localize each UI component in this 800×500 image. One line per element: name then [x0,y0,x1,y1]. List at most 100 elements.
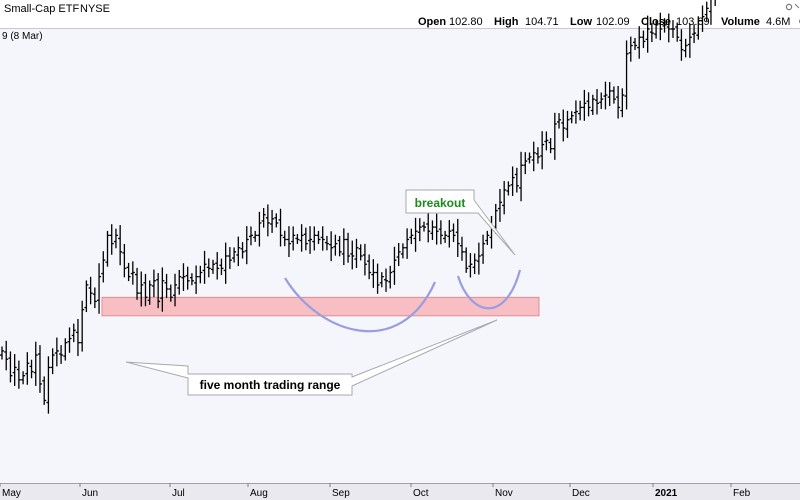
readout-label-volume: Volume [721,16,760,28]
ohlc-bar [557,113,562,129]
ohlc-bar [696,16,701,40]
ohlc-bar [92,287,97,309]
readout-value-volume: 4.6M [766,16,790,28]
ohlc-bar [211,259,215,274]
ohlc-bar [354,238,359,269]
ohlc-bar [590,94,595,115]
ohlc-bar [151,269,156,298]
ohlc-bar [37,345,42,393]
ohlc-bar [257,211,262,247]
ohlc-bar [459,236,464,261]
header-bar [0,0,800,28]
ohlc-bar [286,226,291,257]
ohlc-bar [510,166,515,196]
cup-arc-1 [284,277,437,333]
breakout-label: breakout [415,196,466,210]
price-bars [0,0,716,414]
ohlc-bar [16,360,21,389]
ohlc-bar [362,243,367,276]
ohlc-readout: Open102.80High104.71Low102.09Close103.69… [418,16,800,28]
ohlc-bar [633,37,637,50]
ohlc-bar [324,235,329,251]
ohlc-bar [358,244,363,261]
ohlc-bar [666,13,671,43]
ohlc-bar [341,228,346,266]
ohlc-bar [42,376,47,405]
ohlc-bar [122,243,127,278]
ohlc-bar [54,337,59,367]
gear-icon[interactable] [785,3,793,11]
ohlc-bar [485,230,490,245]
x-tick-label: Feb [733,488,751,499]
ohlc-bar [649,23,654,43]
ohlc-bar [409,228,414,245]
ohlc-bar [481,234,486,264]
ohlc-bar [692,24,697,44]
ohlc-bar [675,22,680,42]
x-tick-label: Dec [572,488,590,499]
ohlc-bar [447,220,452,248]
ohlc-bar [476,242,481,275]
ohlc-bar [620,88,625,118]
ohlc-bar [371,259,376,288]
ohlc-bar [544,131,549,151]
ohlc-bar [400,243,405,259]
ohlc-bar [417,218,422,242]
ohlc-bar [109,224,114,255]
readout-label-open: Open [418,16,446,28]
ohlc-bar [278,208,283,247]
ohlc-bar [426,212,431,243]
ohlc-bar [561,109,566,142]
ohlc-bar [46,356,51,414]
ohlc-bar [337,236,342,257]
ohlc-bar [295,234,300,244]
ohlc-bar [384,268,389,292]
ohlc-bar [595,89,600,115]
ohlc-bar [308,226,313,254]
ohlc-bar [607,81,612,107]
ohlc-bar [194,265,199,294]
ohlc-bar [683,38,688,58]
ohlc-bar [21,371,26,385]
ohlc-bar [670,20,675,38]
ohlc-bar [206,258,211,278]
ohlc-bar [388,265,393,289]
ohlc-bar [80,300,85,352]
ohlc-bar [101,251,106,283]
ohlc-bar [320,226,325,251]
ohlc-bar [316,230,321,244]
ohlc-bar [130,261,135,285]
ohlc-bar [472,253,477,275]
ohlc-bar [329,231,334,262]
readout-label-high: High [494,16,519,28]
ohlc-bar [708,0,712,25]
ohlc-bar [0,346,4,360]
readout-value-open: 102.80 [449,16,483,28]
close-icon[interactable] [794,3,800,9]
ohlc-bar [531,141,536,172]
ohlc-bar [714,0,716,6]
ohlc-bar [413,217,418,252]
ohlc-bar [181,263,186,292]
ohlc-bar [514,167,519,193]
ohlc-bar [637,26,642,59]
ohlc-bar [71,323,76,343]
x-tick-label: Sep [332,488,350,499]
x-axis: May Jun Jul Aug Sep Oct Nov Dec 2021 Feb [0,483,751,499]
ohlc-bar [50,348,55,375]
ohlc-bar [396,242,401,266]
ohlc-bar [616,85,621,119]
ohlc-bar [236,236,241,267]
x-tick-label: Jul [172,488,185,499]
ohlc-bar [105,230,110,267]
readout-label-low: Low [570,16,592,28]
ohlc-bar [624,40,629,110]
ohlc-bar [282,230,287,247]
ohlc-bar [177,269,182,295]
ohlc-bar [350,240,355,270]
readout-value-close: 103.69 [676,16,710,28]
x-tick-label: Aug [250,488,268,499]
ohlc-bar [97,263,102,314]
ohlc-bar [535,147,540,164]
ohlc-bar [422,221,426,232]
